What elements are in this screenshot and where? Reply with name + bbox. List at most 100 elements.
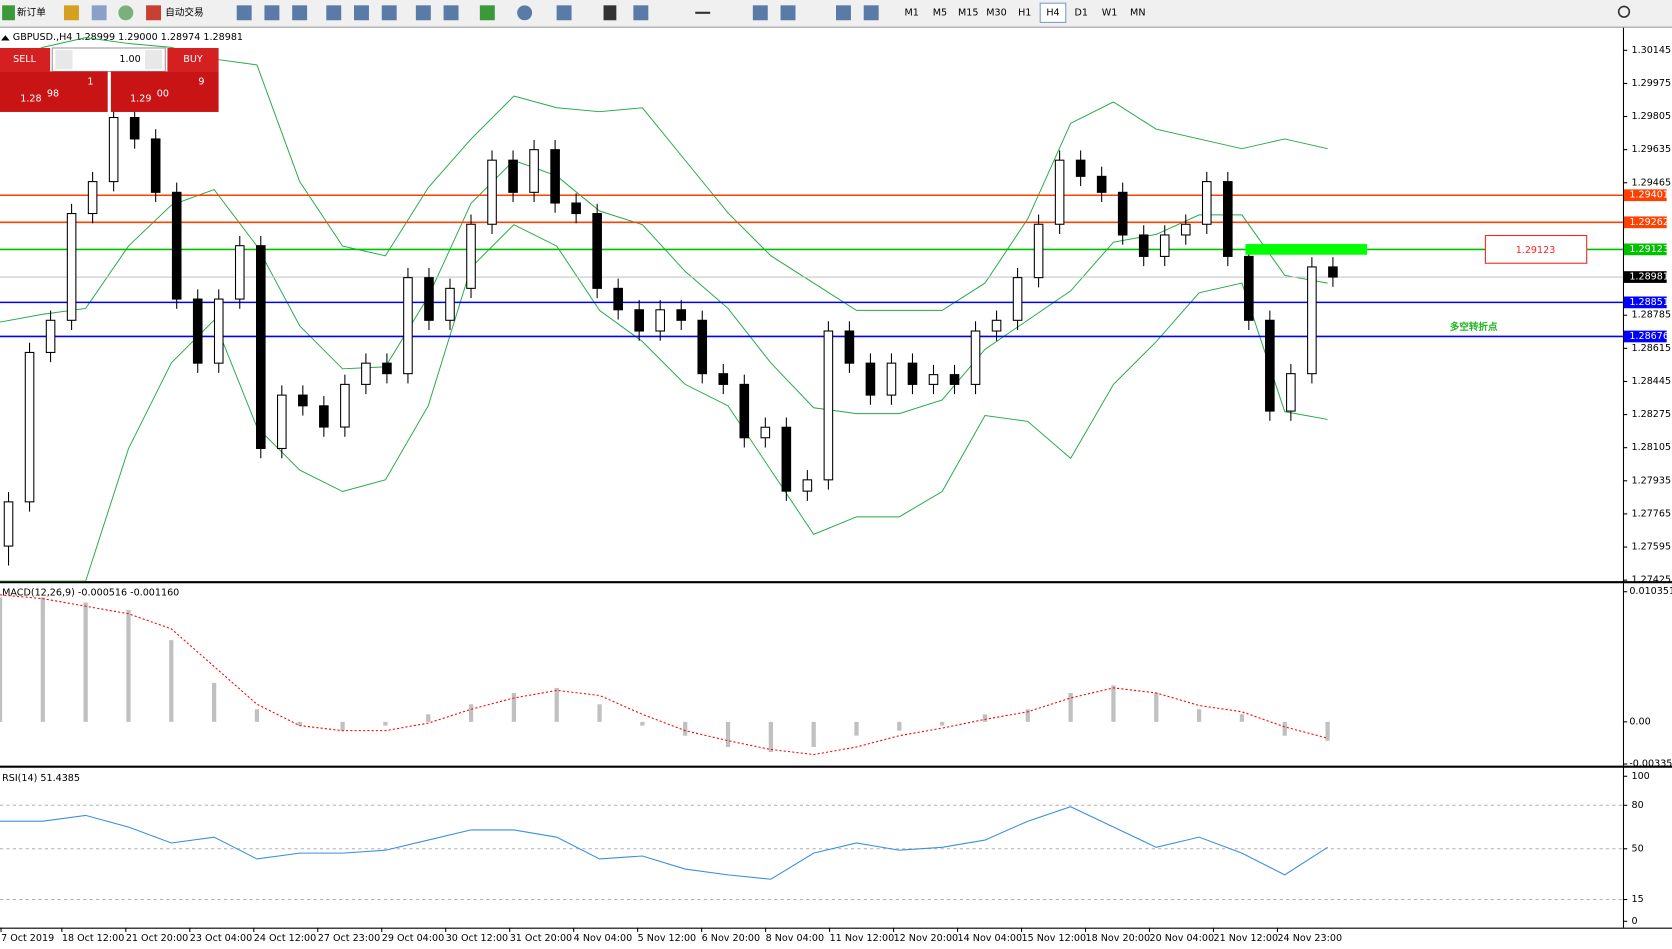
x-tick-label: 21 Nov 12:00 xyxy=(1213,933,1278,944)
toolbar-icon[interactable] xyxy=(326,5,342,21)
timeframe-active xyxy=(1039,2,1067,23)
candle-body xyxy=(87,181,98,215)
auto-trading-button[interactable]: 自动交易 xyxy=(165,6,203,18)
macd-bar xyxy=(1239,714,1245,722)
y-tick-label: 15 xyxy=(1631,894,1643,905)
toolbar-icon[interactable] xyxy=(264,5,280,21)
new-order-button[interactable]: 新订单 xyxy=(17,6,46,18)
timeframe-button[interactable]: W1 xyxy=(1102,7,1118,18)
search-icon[interactable] xyxy=(1617,5,1631,18)
candle-body xyxy=(403,277,413,375)
y-tick-label: 1.28275 xyxy=(1631,409,1671,420)
timeframe-button[interactable]: M5 xyxy=(933,7,947,18)
macd-bar xyxy=(683,721,688,736)
bollinger-upper xyxy=(0,37,1328,311)
bollinger-lower xyxy=(0,224,1328,582)
timeframe-button[interactable]: M15 xyxy=(958,7,978,18)
y-tick-label: 0.010351 xyxy=(1629,586,1672,597)
fibo-tool[interactable] xyxy=(780,5,796,21)
collapse-icon[interactable] xyxy=(1,35,10,41)
candle-body xyxy=(192,298,203,364)
crosshair-tool[interactable] xyxy=(633,5,649,21)
timeframe-button[interactable]: D1 xyxy=(1075,7,1088,18)
macd-bar xyxy=(426,714,431,722)
fibo-tool[interactable] xyxy=(752,5,768,21)
candle-body xyxy=(466,223,476,289)
ask-box[interactable] xyxy=(110,71,219,112)
lot-down[interactable] xyxy=(55,50,73,70)
toolbar-icon[interactable] xyxy=(292,5,308,21)
toolbar-icon[interactable] xyxy=(517,5,533,21)
candle-body xyxy=(697,319,708,375)
price-level-label-bg xyxy=(1624,189,1667,202)
y-tick-label: 80 xyxy=(1631,800,1643,811)
sell-button[interactable] xyxy=(0,47,51,72)
ask-fraction: 9 xyxy=(198,77,204,88)
price-level-label: 1.28676 xyxy=(1629,331,1669,342)
macd-bar xyxy=(83,602,88,722)
toolbar-icon[interactable] xyxy=(443,5,459,21)
lot-value[interactable]: 1.00 xyxy=(119,54,140,65)
lot-up[interactable] xyxy=(145,50,163,70)
y-tick-label: 1.27425 xyxy=(1631,575,1671,586)
candle-body xyxy=(424,277,434,321)
macd-bar xyxy=(468,704,474,722)
timeframe-button[interactable]: M1 xyxy=(905,7,919,18)
ask-pips: 00 xyxy=(157,88,169,99)
macd-bar xyxy=(169,640,174,722)
rsi-panel xyxy=(0,804,1623,901)
candle-body xyxy=(508,159,518,193)
cursor-tool[interactable] xyxy=(603,5,617,21)
timeframe-button[interactable]: M30 xyxy=(986,7,1006,18)
bid-box[interactable] xyxy=(0,71,108,112)
toolbar-icon[interactable] xyxy=(381,5,397,21)
timeframe-button[interactable]: MN xyxy=(1130,7,1145,18)
toolbar-icon[interactable] xyxy=(63,5,79,21)
toolbar-icon[interactable] xyxy=(415,5,431,21)
price-level-label-bg xyxy=(1624,296,1667,309)
buy-button[interactable] xyxy=(167,47,219,72)
candle-body xyxy=(760,426,771,439)
y-tick-label: 1.27765 xyxy=(1631,508,1671,519)
price-level-label: 1.29123 xyxy=(1629,244,1669,255)
macd-bar xyxy=(811,721,816,747)
price-level-label: 1.29401 xyxy=(1629,190,1669,201)
hline-tool[interactable] xyxy=(695,11,711,14)
timeframe-button[interactable]: H1 xyxy=(1018,7,1031,18)
candle-body xyxy=(1244,255,1254,321)
price-box-border xyxy=(1484,234,1588,264)
y-tick-label: 1.28615 xyxy=(1631,343,1671,354)
toolbar-icon[interactable] xyxy=(479,5,495,21)
candle-body xyxy=(1265,319,1275,412)
candle-body xyxy=(277,394,287,450)
label-tool[interactable] xyxy=(836,5,851,21)
macd-bar xyxy=(254,709,260,722)
lot-input[interactable] xyxy=(51,47,166,72)
y-tick-label: 1.29805 xyxy=(1631,111,1671,122)
price-box: 1.29123 xyxy=(1516,245,1556,256)
arrow-tool[interactable] xyxy=(863,5,879,21)
auto-trading-icon[interactable] xyxy=(146,5,162,21)
y-tick-label: 1.29465 xyxy=(1631,177,1671,188)
x-tick-label: 18 Oct 12:00 xyxy=(62,933,124,944)
toolbar-icon[interactable] xyxy=(354,5,369,21)
candle-body xyxy=(928,374,939,385)
bid-big: 1.28 xyxy=(20,94,41,105)
toolbar-icon[interactable] xyxy=(236,5,252,21)
price-level-label: 1.28851 xyxy=(1629,297,1669,308)
bollinger-middle xyxy=(0,159,1328,415)
toolbar-icon[interactable] xyxy=(556,5,572,21)
toolbar-icon[interactable] xyxy=(91,5,107,21)
candle-body xyxy=(613,287,623,311)
sell-label[interactable]: SELL xyxy=(13,54,36,65)
macd-bar xyxy=(1196,709,1202,722)
candle-body xyxy=(1012,277,1023,321)
toolbar-icon[interactable] xyxy=(118,5,134,21)
candle-body xyxy=(949,374,960,385)
buy-label[interactable]: BUY xyxy=(183,54,203,65)
candle-body xyxy=(1033,223,1044,279)
timeframe-button[interactable]: H4 xyxy=(1046,7,1059,18)
candle-body xyxy=(1096,175,1107,193)
new-order-icon[interactable] xyxy=(2,5,15,21)
chart-title: GBPUSD.,H4 1.28999 1.29000 1.28974 1.289… xyxy=(13,32,243,43)
